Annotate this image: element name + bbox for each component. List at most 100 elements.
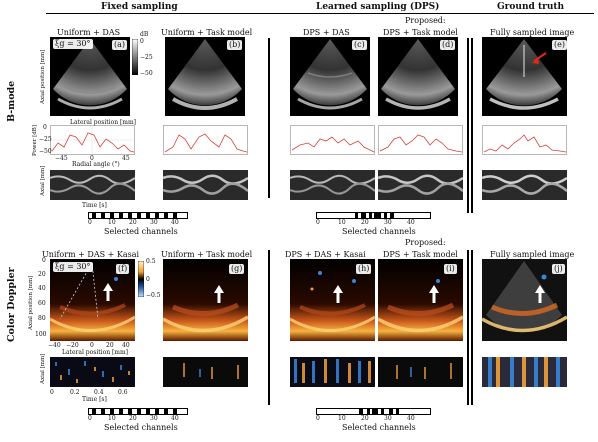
panel-letter-d: (d): [440, 40, 456, 50]
channel-tick-top-left-2: 20: [129, 219, 137, 226]
doppler-y-tick-4: 80: [38, 315, 46, 322]
doppler-time-tick-2: 0.4: [94, 389, 104, 396]
doppler-time-tick-0: 0: [50, 389, 54, 396]
doppler-y-tick-5: 100: [35, 331, 47, 338]
channel-tick-bottom-right-4: 40: [407, 415, 415, 422]
separator-learned-truth-top-1: [467, 38, 469, 213]
doppler-colorbar: [138, 261, 144, 297]
doppler-x-tick-3: 20: [106, 342, 114, 349]
bmode-proposed-label: Proposed:: [405, 16, 446, 25]
row-label-doppler: Color Doppler: [6, 267, 17, 342]
separator-learned-truth-bottom-1: [467, 250, 469, 405]
doppler-mmode-i: [378, 357, 463, 387]
separator-fixed-learned-bottom: [268, 250, 270, 405]
bmode-title-a: Uniform + DAS: [57, 28, 121, 37]
power-tick-0: 0: [43, 124, 47, 131]
channel-tick-bottom-left-0: 0: [88, 415, 92, 422]
channel-label-bottom-right: Selected channels: [342, 423, 416, 432]
doppler-x-tick-4: 40: [122, 342, 130, 349]
channel-tick-bottom-left-1: 10: [108, 415, 116, 422]
bmode-title-d: DPS + Task model: [383, 28, 458, 37]
channel-tick-top-right-1: 10: [338, 219, 346, 226]
lateral-position-label-doppler: Lateral position [mm]: [62, 349, 129, 356]
separator-learned-truth-bottom-2: [471, 250, 473, 405]
panel-letter-c: (c): [352, 40, 367, 50]
channel-label-bottom-left: Selected channels: [104, 423, 178, 432]
header-learned-sampling: Learned sampling (DPS): [316, 2, 440, 12]
channel-tick-bottom-right-0: 0: [316, 415, 320, 422]
header-rule: [46, 13, 594, 14]
channel-tick-bottom-right-3: 30: [384, 415, 392, 422]
doppler-colorbar-tick-1: 0: [146, 276, 150, 283]
channel-bar-uniform-bottom: [88, 408, 188, 415]
power-tick-1: −25: [39, 136, 52, 143]
bmode-colorbar-unit: dB: [140, 31, 149, 38]
doppler-colorbar-tick-0: 0.5: [146, 258, 156, 265]
theta-label-doppler: ξg = 30°: [53, 262, 93, 272]
channel-bar-uniform-top: [88, 212, 188, 219]
radial-tick-0: −45: [55, 155, 68, 162]
doppler-y-tick-0: 0: [42, 257, 46, 264]
doppler-mmode-g: [163, 357, 248, 387]
panel-letter-i: (i): [444, 264, 457, 274]
bmode-title-b: Uniform + Task model: [161, 28, 253, 37]
mmode-b: [163, 170, 248, 200]
channel-tick-bottom-left-4: 40: [171, 415, 179, 422]
theta-label-bmode: ξg = 30°: [53, 39, 93, 49]
channel-tick-top-right-4: 40: [407, 219, 415, 226]
doppler-image-h: [290, 259, 375, 341]
power-label: Power [dB]: [32, 125, 38, 156]
panel-letter-f: (f): [116, 264, 130, 274]
mmode-d: [378, 170, 463, 200]
doppler-x-tick-1: −20: [66, 342, 79, 349]
power-plot-c: [290, 125, 375, 155]
axial-mm-label-doppler: Axial [mm]: [40, 353, 46, 384]
panel-letter-a: (a): [112, 40, 128, 50]
panel-letter-h: (h): [356, 264, 372, 274]
separator-learned-truth-top-2: [471, 38, 473, 213]
channel-tick-top-right-0: 0: [316, 219, 320, 226]
channel-tick-top-right-3: 30: [384, 219, 392, 226]
channel-tick-top-left-1: 10: [108, 219, 116, 226]
doppler-title-j: Fully sampled image: [490, 250, 575, 259]
doppler-colorbar-tick-2: −0.5: [146, 292, 161, 299]
mmode-a: [50, 170, 135, 200]
panel-letter-b: (b): [227, 40, 243, 50]
channel-tick-top-left-3: 30: [150, 219, 158, 226]
doppler-mmode-f: [50, 357, 135, 387]
channel-tick-top-right-2: 20: [361, 219, 369, 226]
doppler-mmode-j: [482, 357, 567, 387]
bmode-colorbar-tick-0: 0: [140, 38, 144, 45]
panel-letter-e: (e): [552, 40, 567, 50]
radial-angle-label: Radial angle (°): [72, 161, 120, 168]
bmode-image-a: [50, 37, 130, 116]
power-tick-2: −50: [39, 148, 52, 155]
mmode-e: [482, 170, 567, 200]
bmode-colorbar: [132, 39, 138, 75]
power-plot-b: [163, 125, 248, 155]
mmode-c: [290, 170, 375, 200]
channel-tick-bottom-right-1: 10: [338, 415, 346, 422]
bmode-colorbar-tick-2: −50: [140, 70, 153, 77]
radial-tick-1: 0: [90, 155, 94, 162]
doppler-title-f: Uniform + DAS + Kasai: [42, 250, 140, 259]
bmode-image-b: [165, 37, 245, 116]
channel-bar-dps-bottom: [316, 408, 431, 415]
row-label-bmode: B-mode: [6, 80, 17, 122]
doppler-proposed-label: Proposed:: [405, 238, 446, 247]
bmode-colorbar-tick-1: −25: [140, 54, 153, 61]
doppler-title-i: DPS + Task model: [383, 250, 458, 259]
channel-tick-bottom-right-2: 20: [361, 415, 369, 422]
axial-mm-label-bmode: Axial [mm]: [40, 165, 46, 196]
channel-tick-bottom-left-2: 20: [129, 415, 137, 422]
bmode-image-d: [378, 37, 458, 116]
header-ground-truth: Ground truth: [497, 2, 565, 12]
doppler-y-tick-2: 40: [38, 285, 46, 292]
power-plot-a: [50, 125, 135, 155]
separator-fixed-learned-top: [268, 38, 270, 198]
doppler-y-tick-3: 60: [38, 300, 46, 307]
axial-position-label-doppler: Axial position [mm]: [28, 275, 34, 330]
doppler-time-tick-3: 0.6: [118, 389, 128, 396]
doppler-x-tick-0: −40: [48, 342, 61, 349]
time-label-doppler: Time [s]: [82, 396, 107, 403]
